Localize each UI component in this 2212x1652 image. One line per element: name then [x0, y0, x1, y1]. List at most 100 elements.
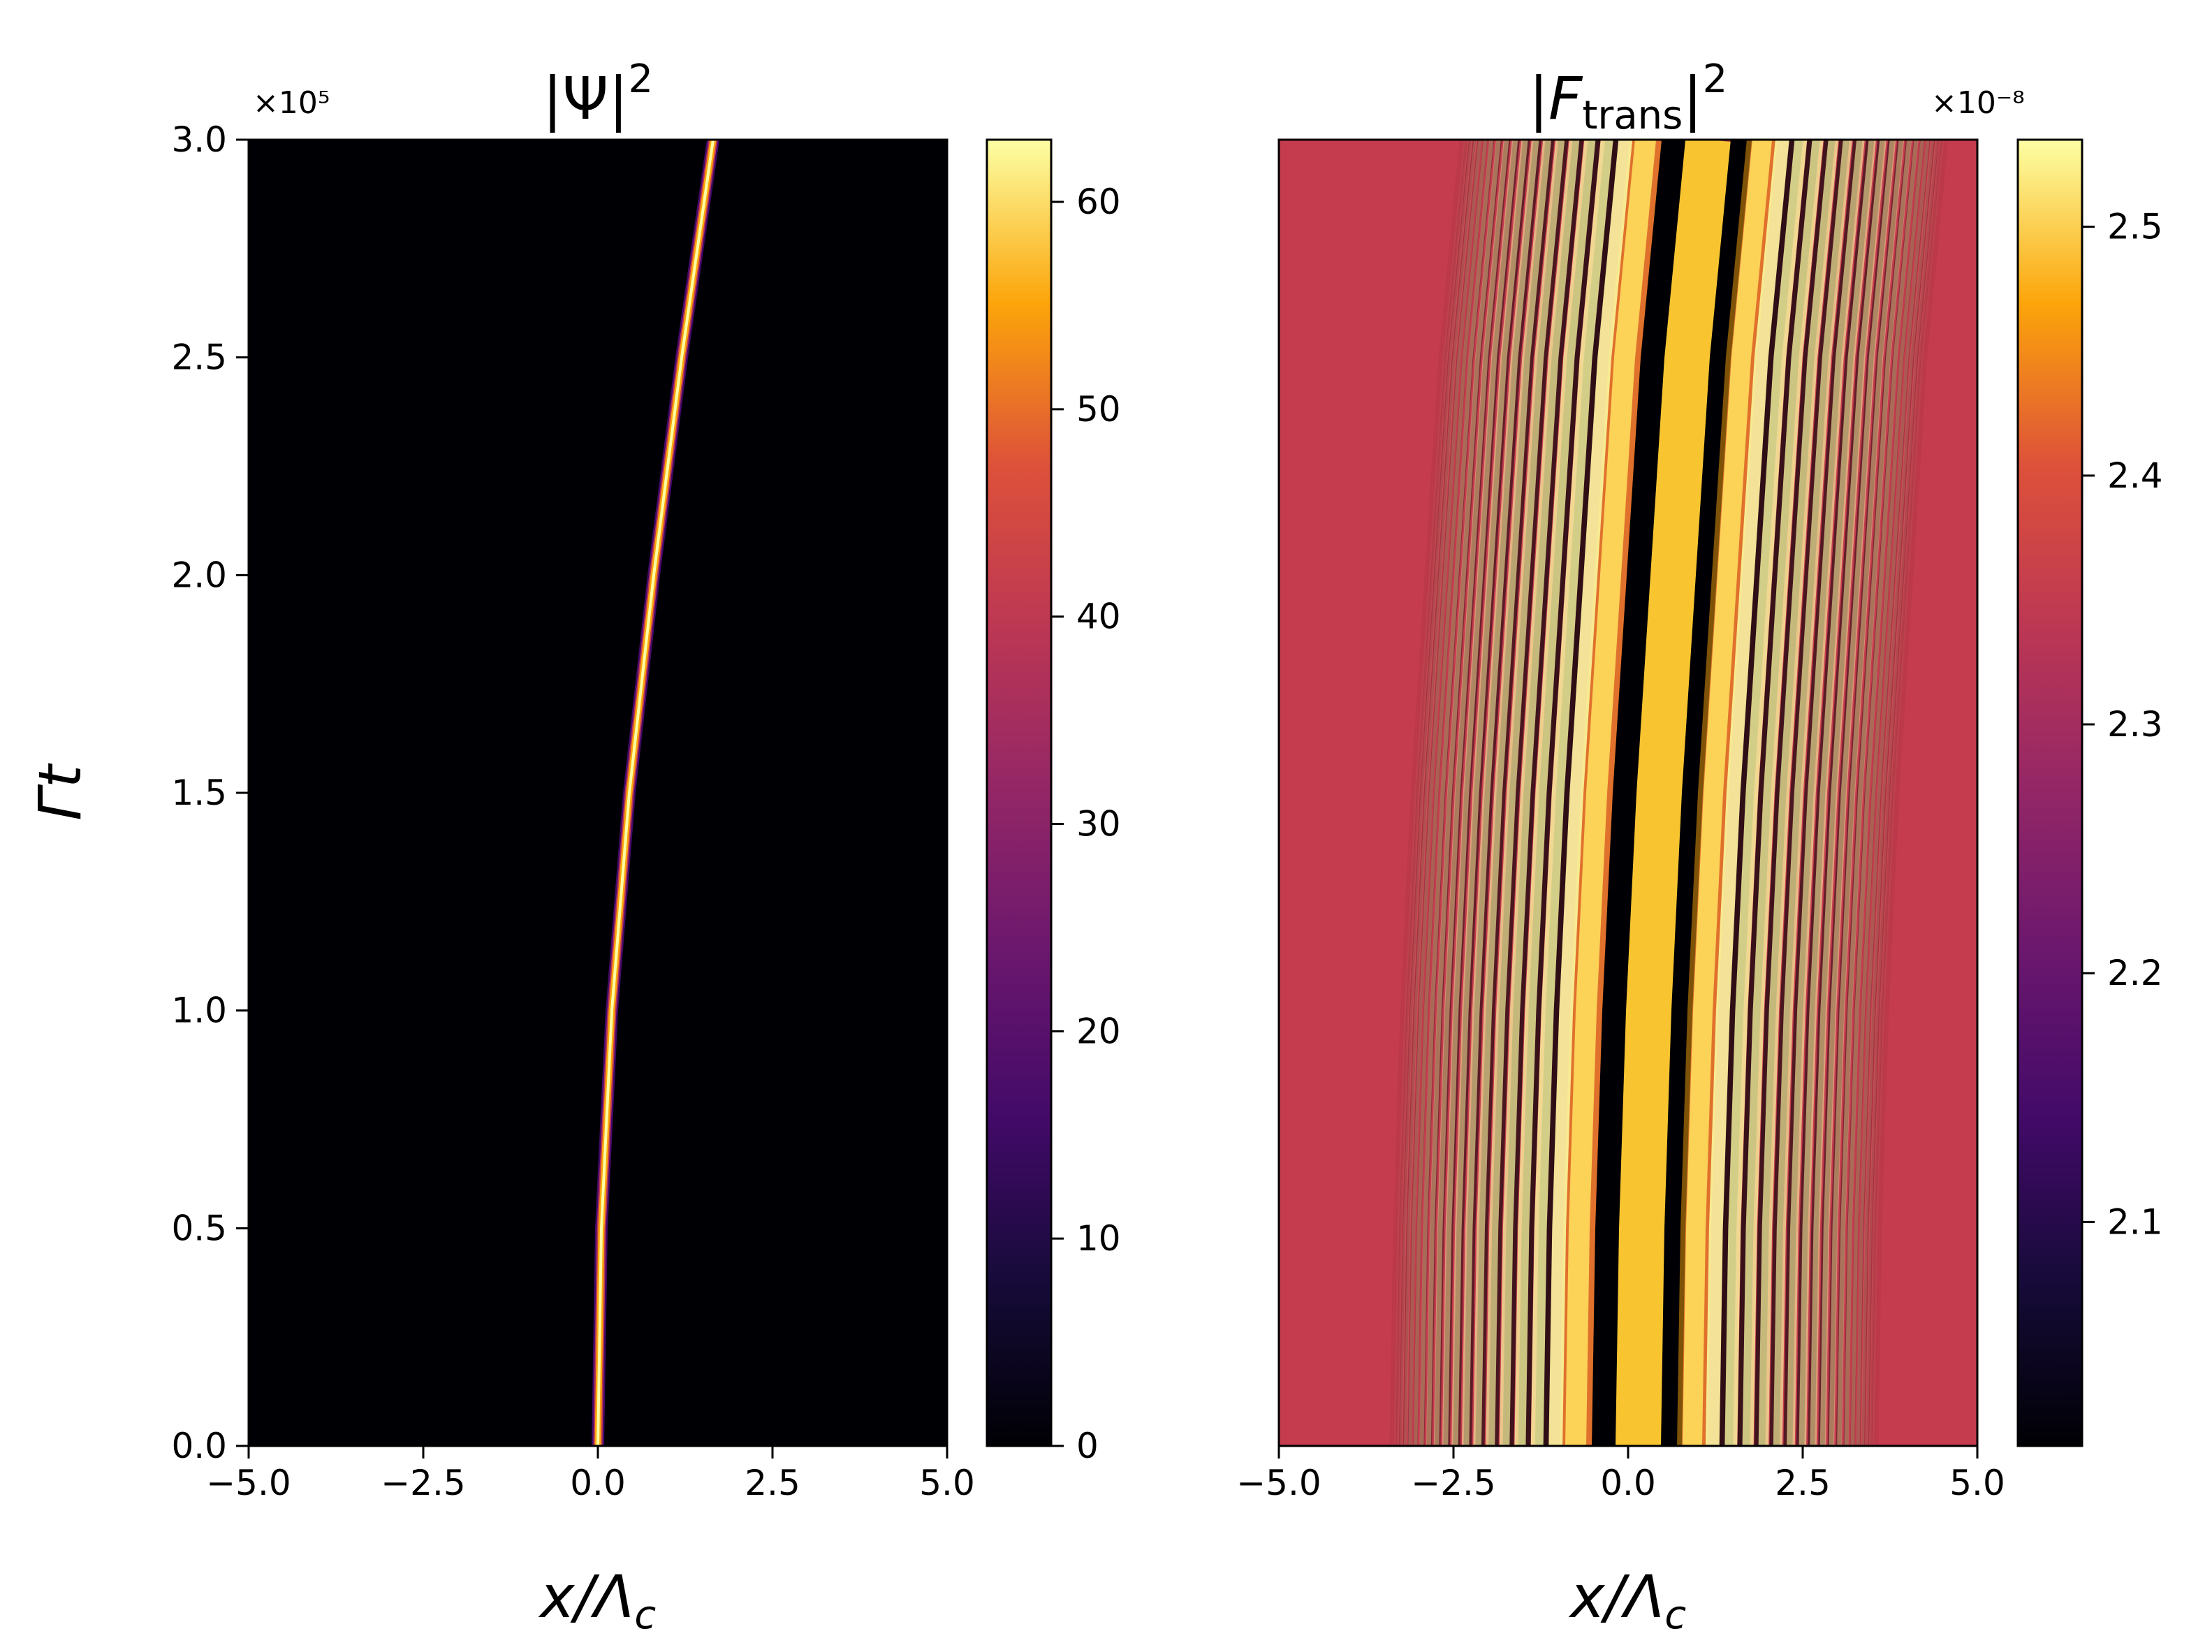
- fringe: [1451, 140, 1528, 1446]
- fringe: [1856, 140, 1930, 1446]
- left-y-ticks: 0.0 0.5 1.0 1.5 2.0 2.5 3.0: [171, 119, 249, 1466]
- central-band-edge: [1611, 140, 1736, 1446]
- right-panel: |Ftrans|2 −5.0 −2.5 0.0 2.5 5.0 x/Λc 2.12.22…: [1236, 57, 2162, 1638]
- fringe: [1836, 140, 1912, 1446]
- left-colorbar-ticks: 0 10 20 30 40 50 60: [1051, 182, 1121, 1466]
- right-x-label: x/Λc: [1568, 1563, 1686, 1638]
- fringe: [1677, 140, 1778, 1446]
- left-panel: |Ψ|2 −5.0 −2.5 0.0 2.5 5.0 0.0 0.5 1.0 1.5 2.0 2.…: [26, 57, 1121, 1638]
- fringe: [1827, 140, 1904, 1446]
- fringe: [1514, 140, 1596, 1446]
- x-tick-label: 0.0: [1600, 1463, 1656, 1503]
- x-tick-label: 2.5: [1775, 1463, 1831, 1503]
- fringe: [1442, 140, 1518, 1446]
- fringe: [1419, 140, 1495, 1446]
- colorbar-tick-label: 20: [1076, 1011, 1121, 1051]
- left-colorbar: [986, 138, 1053, 1447]
- fringe: [1819, 140, 1896, 1446]
- fringe: [1742, 140, 1824, 1446]
- fringe: [1799, 140, 1877, 1446]
- fringe: [1810, 140, 1887, 1446]
- left-x-label: x/Λc: [538, 1563, 656, 1638]
- fringe: [1818, 140, 1895, 1446]
- fringe: [1407, 140, 1482, 1446]
- right-x-ticks: −5.0 −2.5 0.0 2.5 5.0: [1236, 1446, 2005, 1503]
- fringe: [1866, 140, 1940, 1446]
- left-title: |Ψ|2: [543, 57, 653, 133]
- fringe: [1829, 140, 1905, 1446]
- fringe: [1868, 140, 1942, 1446]
- fringe: [1787, 140, 1865, 1446]
- y-tick-label: 1.5: [171, 773, 227, 813]
- fringe: [1876, 140, 1949, 1446]
- fringe: [1413, 140, 1488, 1446]
- fringe: [1872, 140, 1944, 1446]
- fringe: [1844, 140, 1919, 1446]
- colorbar-tick-label: 30: [1076, 804, 1121, 845]
- fringe: [1873, 140, 1946, 1446]
- fringe: [1560, 140, 1662, 1446]
- fringe: [1843, 140, 1919, 1446]
- fringe: [1408, 140, 1482, 1446]
- central-band: [1611, 140, 1736, 1446]
- x-tick-label: 0.0: [570, 1463, 626, 1503]
- fringe: [1434, 140, 1511, 1446]
- fringe: [1402, 140, 1477, 1446]
- fringe: [1548, 140, 1633, 1446]
- x-tick-label: −5.0: [1236, 1463, 1321, 1503]
- fringe: [1837, 140, 1912, 1446]
- colorbar-tick-label: 60: [1076, 182, 1121, 222]
- y-tick-label: 3.0: [171, 119, 227, 160]
- fringe: [1861, 140, 1935, 1446]
- fringe: [1724, 140, 1808, 1446]
- fringe: [1850, 140, 1925, 1446]
- fringe: [1426, 140, 1502, 1446]
- x-tick-label: 5.0: [919, 1463, 975, 1503]
- colorbar-tick-label: 50: [1076, 389, 1121, 430]
- x-tick-label: 2.5: [745, 1463, 800, 1503]
- fringe: [1530, 140, 1613, 1446]
- fringe: [1400, 140, 1473, 1446]
- colorbar-tick-label: 2.1: [2107, 1201, 2163, 1242]
- fringe: [1758, 140, 1839, 1446]
- y-tick-label: 2.5: [171, 337, 227, 378]
- left-y-multiplier: ×10⁵: [253, 85, 330, 121]
- fringe: [1870, 140, 1943, 1446]
- fringe: [1433, 140, 1509, 1446]
- fringe: [1705, 140, 1789, 1446]
- colorbar-tick-label: 10: [1076, 1218, 1121, 1259]
- right-title: |Ftrans|2: [1529, 57, 1728, 138]
- fringe: [1865, 140, 1938, 1446]
- fringe: [1419, 140, 1494, 1446]
- fringe: [1443, 140, 1520, 1446]
- fringe: [1413, 140, 1488, 1446]
- fringe: [1396, 140, 1470, 1446]
- fringe: [1398, 140, 1472, 1446]
- right-colorbar-ticks: 2.1 2.2 2.3 2.4 2.5: [2082, 207, 2163, 1242]
- right-colorbar-multiplier: ×10⁻⁸: [1931, 85, 2025, 121]
- fringe: [1473, 140, 1551, 1446]
- y-axis-label: Γt: [26, 763, 94, 821]
- trajectory-line: [596, 140, 715, 1446]
- x-tick-label: 5.0: [1949, 1463, 2005, 1503]
- x-tick-label: −2.5: [381, 1463, 465, 1503]
- fringe: [1486, 140, 1565, 1446]
- fringe: [1392, 140, 1465, 1446]
- fringe: [1592, 140, 1685, 1446]
- fringe: [1861, 140, 1935, 1446]
- colorbar-tick-label: 2.4: [2107, 455, 2163, 496]
- fringe: [1661, 140, 1752, 1446]
- fringe: [1856, 140, 1931, 1446]
- right-colorbar: [2016, 138, 2083, 1447]
- colorbar-tick-label: 0: [1076, 1426, 1099, 1466]
- fringe: [1773, 140, 1852, 1446]
- y-tick-label: 0.5: [171, 1208, 227, 1248]
- fringe: [1499, 140, 1580, 1446]
- fringe: [1393, 140, 1466, 1446]
- y-tick-label: 2.0: [171, 555, 227, 595]
- fringe: [1403, 140, 1477, 1446]
- colorbar-tick-label: 2.3: [2107, 704, 2163, 745]
- x-tick-label: −2.5: [1411, 1463, 1495, 1503]
- y-tick-label: 1.0: [171, 991, 227, 1031]
